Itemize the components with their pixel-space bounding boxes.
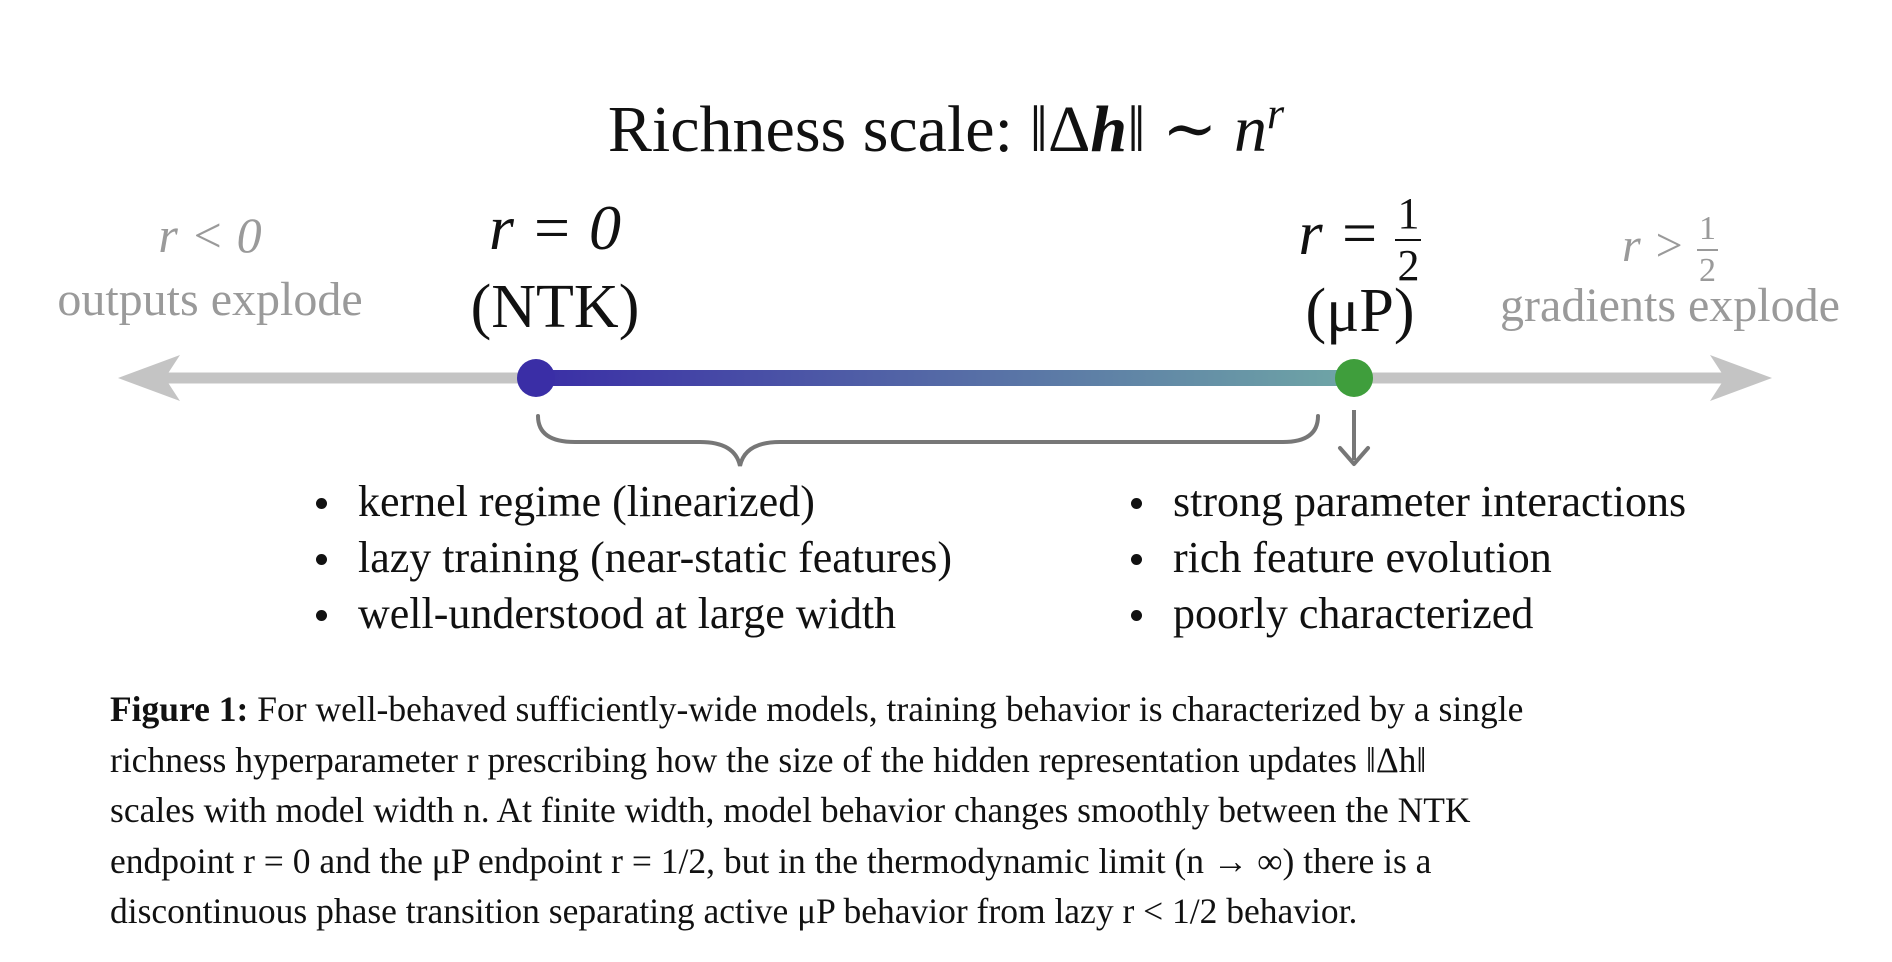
title-prefix: Richness scale:: [607, 93, 1030, 166]
right-cond-lhs: r >: [1621, 219, 1686, 273]
ntk-endpoint-dot: [517, 359, 555, 397]
ntk-properties-list: kernel regime (linearized) lazy training…: [310, 474, 952, 642]
right-fraction-den: 2: [1699, 252, 1717, 289]
list-item: lazy training (near-static features): [310, 530, 952, 586]
bullet-dot: [1131, 498, 1142, 509]
mup-down-arrow-head: [1338, 446, 1370, 466]
caption-label: Figure 1:: [110, 689, 249, 729]
list-item: strong parameter interactions: [1125, 474, 1686, 530]
bullet-text: poorly characterized: [1173, 589, 1534, 638]
list-item: poorly characterized: [1125, 586, 1686, 642]
title-n: n: [1233, 93, 1267, 166]
mup-endpoint-dot: [1335, 359, 1373, 397]
caption-line-3: scales with model width n. At finite wid…: [110, 790, 1471, 830]
bullet-text: strong parameter interactions: [1173, 477, 1687, 526]
bullet-dot: [316, 554, 327, 565]
bullet-dot: [1131, 554, 1142, 565]
right-fraction-num: 1: [1697, 212, 1719, 251]
mup-name: (μP): [1305, 277, 1415, 345]
bullet-text: well-understood at large width: [358, 589, 897, 638]
bullet-text: lazy training (near-static features): [358, 533, 953, 582]
mup-properties-list: strong parameter interactions rich featu…: [1125, 474, 1686, 642]
left-region-text: outputs explode: [57, 273, 363, 326]
ntk-equation: r = 0: [488, 192, 622, 263]
caption-text-1: For well-behaved sufficiently-wide model…: [248, 689, 1524, 729]
ntk-region-brace: [536, 414, 1320, 467]
bullet-dot: [316, 498, 327, 509]
figure-caption: Figure 1: For well-behaved sufficiently-…: [110, 684, 1785, 937]
left-arrowhead: [118, 355, 180, 401]
mup-fraction-num: 1: [1395, 192, 1422, 241]
right-region-text: gradients explode: [1500, 279, 1840, 332]
rich-lazy-gradient-segment: [536, 370, 1354, 386]
caption-line-4: endpoint r = 0 and the μP endpoint r = 1…: [110, 840, 1432, 881]
bullet-dot: [1131, 610, 1142, 621]
caption-line-2: richness hyperparameter r prescribing ho…: [110, 739, 1427, 780]
bullet-text: kernel regime (linearized): [358, 477, 815, 526]
list-item: kernel regime (linearized): [310, 474, 952, 530]
bullet-dot: [316, 610, 327, 621]
title-exponent: r: [1266, 89, 1285, 138]
mup-fraction-den: 2: [1397, 241, 1420, 290]
right-arrowhead: [1710, 355, 1772, 401]
title-norm-open: ‖Δ: [1029, 93, 1091, 166]
title-vector-h: h: [1090, 93, 1128, 166]
bullet-text: rich feature evolution: [1173, 533, 1552, 582]
mup-eq-lhs: r =: [1298, 200, 1380, 269]
ntk-name: (NTK): [470, 273, 640, 341]
caption-line-1: Figure 1: For well-behaved sufficiently-…: [110, 684, 1785, 735]
title-norm-close: ‖ ∼: [1127, 93, 1234, 166]
figure-title: Richness scale: ‖Δh‖ ∼ nr: [0, 70, 1892, 170]
list-item: rich feature evolution: [1125, 530, 1686, 586]
caption-line-5: discontinuous phase transition separatin…: [110, 891, 1358, 931]
list-item: well-understood at large width: [310, 586, 952, 642]
left-region-condition: r < 0: [158, 207, 262, 263]
